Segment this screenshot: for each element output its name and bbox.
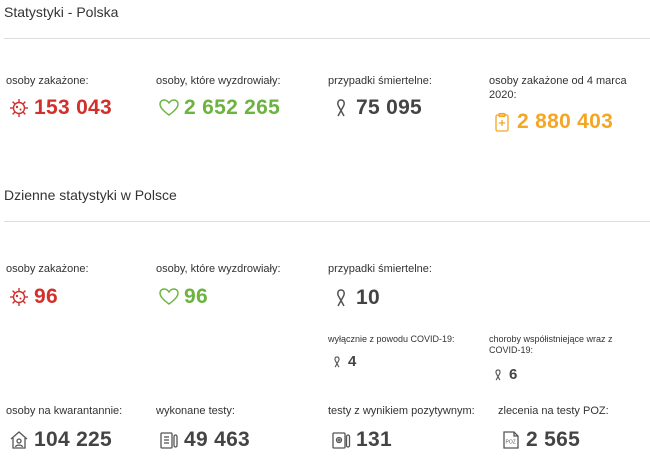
daily-infected-label: osoby zakażone: — [6, 263, 89, 275]
test-tube-icon — [158, 429, 180, 451]
total-infected-label: osoby zakażone: — [6, 75, 89, 87]
covid-only-stat: 4 — [330, 353, 356, 370]
ribbon-icon — [491, 368, 505, 382]
house-icon — [8, 429, 30, 451]
total-recovered-stat: 2 652 265 — [158, 96, 280, 120]
total-recovered-label: osoby, które wyzdrowiały: — [156, 75, 281, 87]
virus-icon — [8, 286, 30, 308]
quarantine-value: 104 225 — [34, 428, 113, 451]
quarantine-stat: 104 225 — [8, 428, 112, 452]
ribbon-icon — [330, 287, 352, 309]
ribbon-icon — [330, 97, 352, 119]
comorbid-stat: 6 — [491, 366, 517, 383]
poz-orders-value: 2 565 — [526, 428, 581, 451]
total-deaths-value: 75 095 — [356, 96, 423, 119]
heart-icon — [158, 97, 180, 119]
poz-document-icon: POZ — [500, 429, 522, 451]
total-since-march-label: osoby zakażone od 4 marca 2020: — [489, 75, 627, 101]
clipboard-icon — [491, 111, 513, 133]
total-since-march-value: 2 880 403 — [517, 110, 614, 133]
total-infected-value: 153 043 — [34, 96, 113, 119]
ribbon-icon — [330, 355, 344, 369]
daily-deaths-label: przypadki śmiertelne: — [328, 263, 432, 275]
quarantine-label: osoby na kwarantannie: — [6, 405, 123, 417]
total-since-march-stat: 2 880 403 — [491, 110, 613, 134]
total-deaths-label: przypadki śmiertelne: — [328, 75, 432, 87]
daily-recovered-value: 96 — [184, 285, 208, 308]
svg-text:POZ: POZ — [506, 440, 516, 446]
page-title: Statystyki - Polska — [4, 4, 119, 20]
virus-icon — [8, 97, 30, 119]
header-divider — [4, 38, 650, 39]
total-infected-stat: 153 043 — [8, 96, 112, 120]
poz-orders-label: zlecenia na testy POZ: — [498, 405, 609, 417]
comorbid-label: choroby współistniejące wraz z COVID-19: — [489, 334, 613, 355]
covid-only-label: wyłącznie z powodu COVID-19: — [328, 334, 455, 344]
lab-report-icon — [330, 429, 352, 451]
heart-icon — [158, 286, 180, 308]
tests-stat: 49 463 — [158, 428, 250, 452]
comorbid-value: 6 — [509, 366, 518, 383]
positive-tests-stat: 131 — [330, 428, 392, 452]
tests-value: 49 463 — [184, 428, 251, 451]
poz-orders-stat: POZ 2 565 — [500, 428, 580, 452]
tests-label: wykonane testy: — [156, 405, 235, 417]
daily-recovered-stat: 96 — [158, 285, 208, 309]
positive-tests-value: 131 — [356, 428, 392, 451]
daily-deaths-value: 10 — [356, 286, 380, 309]
daily-section-title: Dzienne statystyki w Polsce — [4, 187, 177, 203]
daily-deaths-stat: 10 — [330, 286, 380, 310]
total-recovered-value: 2 652 265 — [184, 96, 281, 119]
positive-tests-label: testy z wynikiem pozytywnym: — [328, 405, 475, 417]
daily-recovered-label: osoby, które wyzdrowiały: — [156, 263, 281, 275]
daily-infected-stat: 96 — [8, 285, 58, 309]
covid-only-value: 4 — [348, 353, 357, 370]
daily-infected-value: 96 — [34, 285, 58, 308]
total-deaths-stat: 75 095 — [330, 96, 422, 120]
daily-divider — [4, 221, 650, 222]
